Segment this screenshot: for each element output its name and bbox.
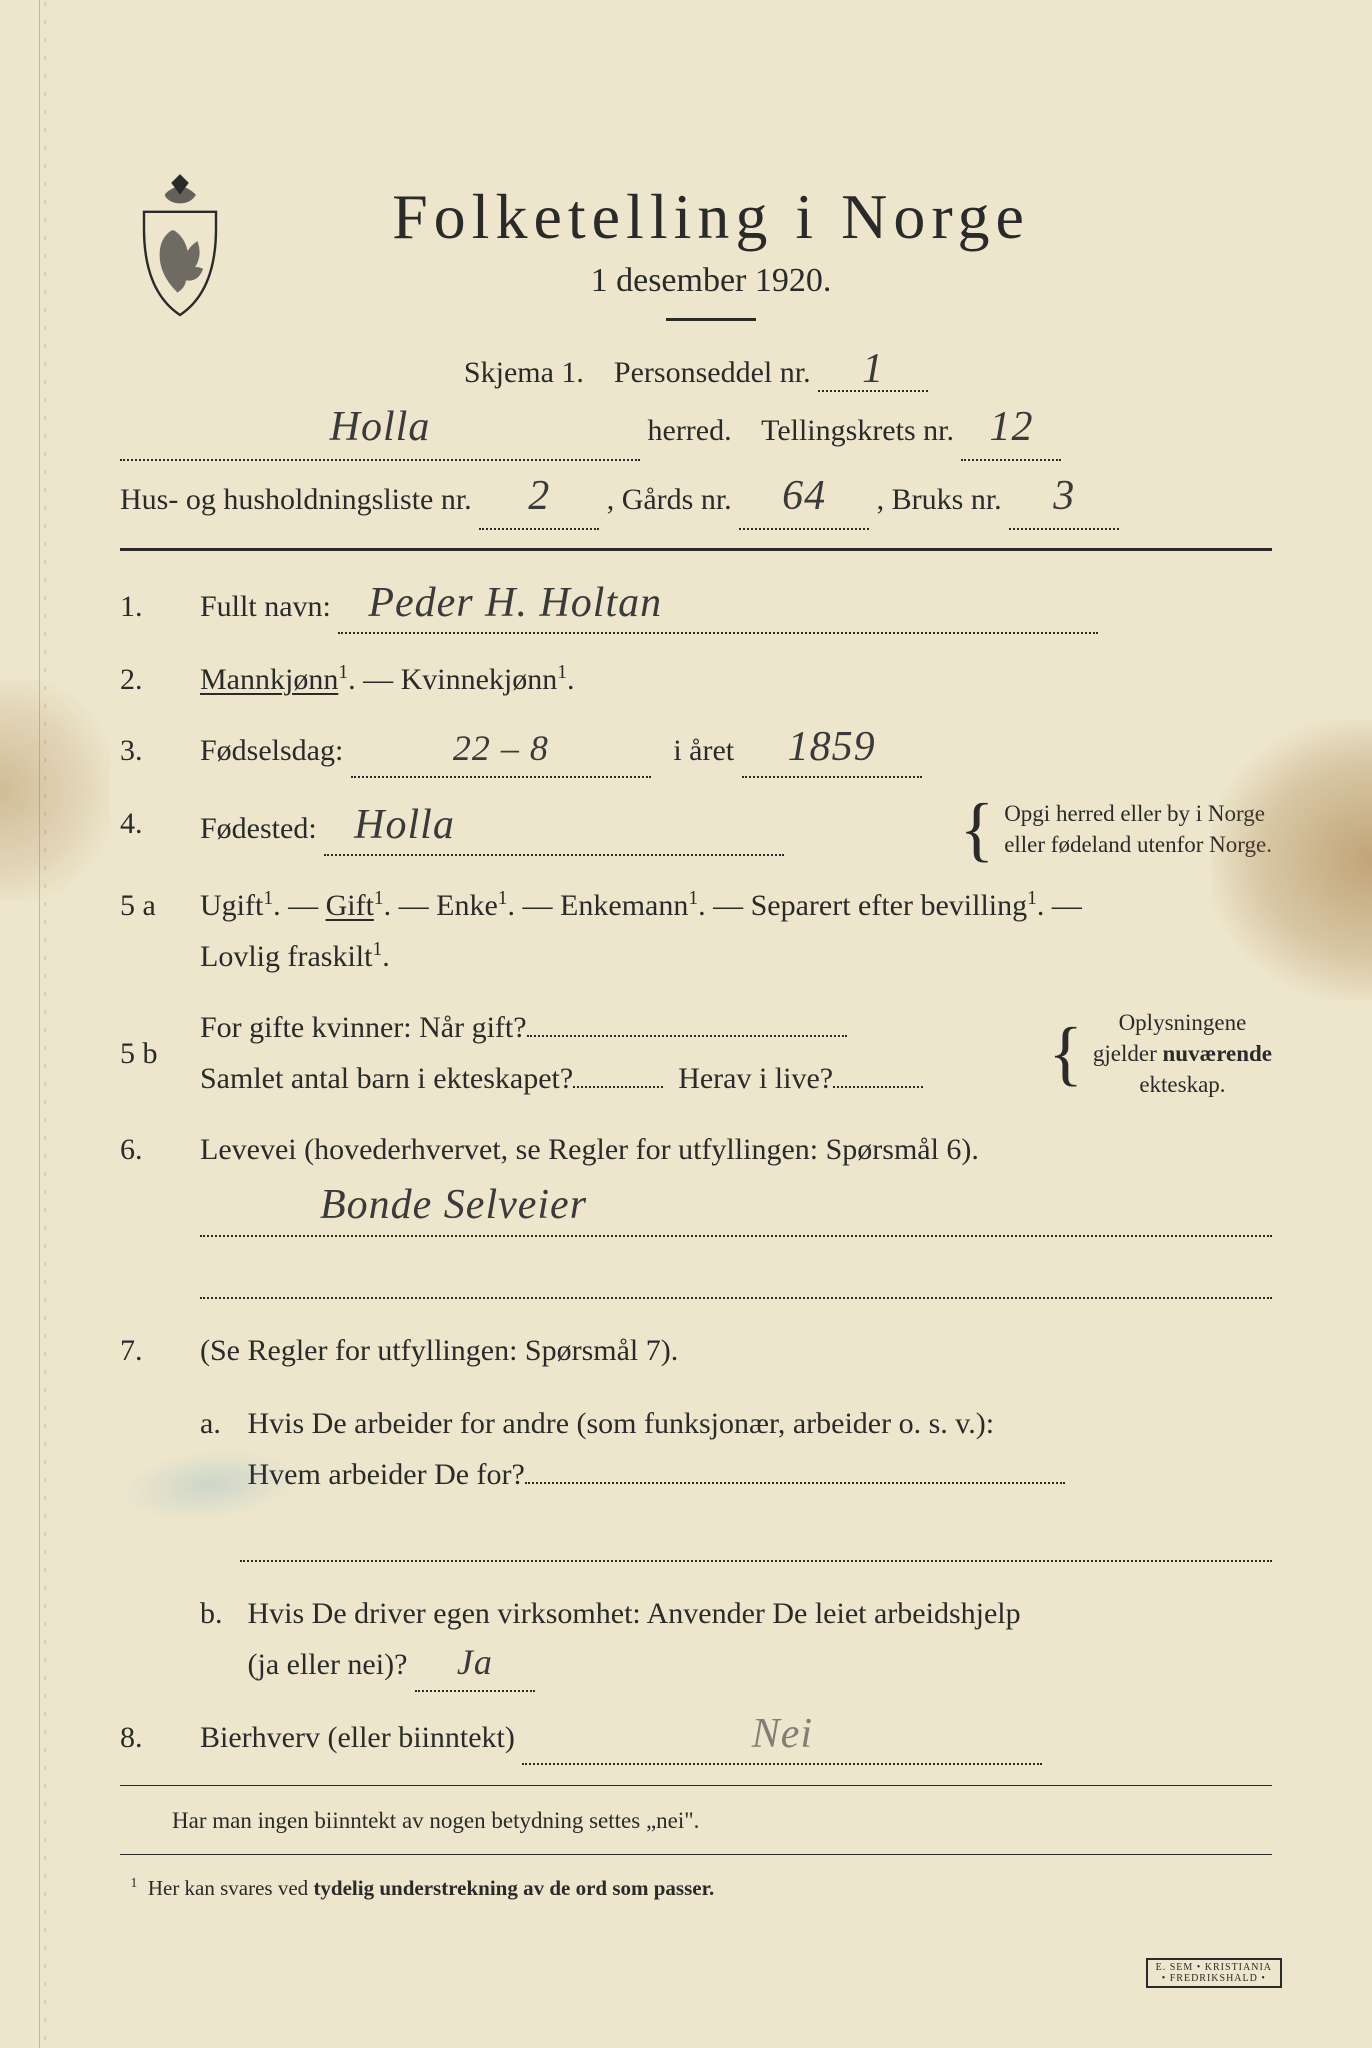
footer-note: Har man ingen biinntekt av nogen betydni… [172,1808,1272,1834]
hus-label: Hus- og husholdningsliste nr. [120,483,472,516]
footer-rule [120,1785,1272,1786]
krets-nr: 12 [989,404,1033,450]
q3-year-label: i året [673,734,734,767]
person-slip-nr: 1 [862,346,884,392]
q4-num: 4. [120,798,176,849]
herred-name: Holla [330,404,431,450]
form-id-line: Skjema 1. Personseddel nr. 1 [120,353,1272,392]
person-slip-label: Personseddel nr. [614,356,811,389]
q8-value: Nei [752,1711,813,1757]
q6-num: 6. [120,1124,176,1175]
q3-num: 3. [120,725,176,778]
q6: 6. Levevei (hovederhvervet, se Regler fo… [120,1124,1272,1175]
q6-answer-line: Bonde Selveier [200,1201,1272,1237]
q7b-letter: b. [200,1588,240,1639]
hus-nr: 2 [528,473,550,519]
q8-num: 8. [120,1712,176,1765]
footer-rule2 [120,1854,1272,1855]
bruks-nr: 3 [1053,473,1075,519]
q3-day: 22 – 8 [453,728,549,768]
gards-nr: 64 [782,473,826,519]
q5b-l2a: Samlet antal barn i ekteskapet? [200,1062,573,1095]
q4: 4. Fødested: Holla { Opgi herred eller b… [120,798,1272,860]
gards-label: , Gårds nr. [607,483,732,516]
q7a-l1: Hvis De arbeider for andre (som funksjon… [248,1407,995,1440]
q5a-ugift: Ugift [200,889,263,922]
printer-stamp: E. SEM • KRISTIANIA • FREDRIKSHALD • [1146,1958,1282,1988]
herred-line: Holla herred. Tellingskrets nr. 12 [120,402,1272,461]
q5a-num: 5 a [120,880,176,982]
q2-num: 2. [120,654,176,705]
q4-value: Holla [354,802,455,848]
blank-line [240,1526,1272,1562]
q5a-fraskilt: Lovlig fraskilt [200,940,372,973]
q6-text: Levevei (hovederhvervet, se Regler for u… [200,1133,979,1166]
q5a: 5 a Ugift1. — Gift1. — Enke1. — Enkemann… [120,880,1272,982]
q5a-gift: Gift [326,889,374,922]
blank-line [200,1263,1272,1299]
herred-label: herred. [648,414,732,447]
q5a-enkemann: Enkemann [560,889,688,922]
bruks-label: , Bruks nr. [877,483,1002,516]
form-label: Skjema 1. [464,356,584,389]
main-title: Folketelling i Norge [270,180,1152,254]
krets-label: Tellingskrets nr. [761,414,954,447]
brace-icon: { [960,811,995,847]
coat-of-arms-icon [120,170,240,340]
paper-stain-right [1212,720,1372,1000]
q2: 2. Mannkjønn1. — Kvinnekjønn1. [120,654,1272,705]
q5a-enke: Enke [436,889,498,922]
q7-intro: (Se Regler for utfyllingen: Spørsmål 7). [200,1334,678,1367]
q3-year: 1859 [788,724,876,770]
date-line: 1 desember 1920. [270,262,1152,300]
q8-label: Bierhverv (eller biinntekt) [200,1721,515,1754]
header-rule [120,548,1272,551]
census-form-page: Folketelling i Norge 1 desember 1920. Sk… [0,0,1372,2048]
hus-line: Hus- og husholdningsliste nr. 2 , Gårds … [120,471,1272,530]
q3: 3. Fødselsdag: 22 – 8 i året 1859 [120,725,1272,778]
q5b-num: 5 b [120,1028,176,1079]
q5a-separert: Separert efter bevilling [751,889,1028,922]
paper-stain-left [0,680,110,900]
q4-label: Fødested: [200,812,317,845]
q5b-l2b: Herav i live? [678,1062,833,1095]
q5b-note: Oplysningene gjelder nuværende ekteskap. [1093,1007,1272,1100]
q6-value: Bonde Selveier [320,1189,587,1223]
q7a-letter: a. [200,1398,240,1449]
header: Folketelling i Norge 1 desember 1920. [120,180,1272,345]
q2-female: Kvinnekjønn [401,663,558,696]
q8: 8. Bierhverv (eller biinntekt) Nei [120,1712,1272,1765]
q7b-l2: (ja eller nei)? [248,1648,408,1681]
q2-male: Mannkjønn [200,663,338,696]
q7b-value: Ja [457,1642,493,1682]
q1-num: 1. [120,581,176,634]
q5b: 5 b For gifte kvinner: Når gift? Samlet … [120,1002,1272,1104]
q1-label: Fullt navn: [200,590,331,623]
title-rule [666,318,756,321]
q5b-l1: For gifte kvinner: Når gift? [200,1011,527,1044]
q7b-l1: Hvis De driver egen virksomhet: Anvender… [248,1597,1021,1630]
q1: 1. Fullt navn: Peder H. Holtan [120,581,1272,634]
brace-icon: { [1048,1035,1083,1071]
title-block: Folketelling i Norge 1 desember 1920. [270,180,1272,345]
footnote: 1 Her kan svares ved tydelig understrekn… [120,1875,1272,1901]
q3-label: Fødselsdag: [200,734,343,767]
q1-value: Peder H. Holtan [368,580,662,626]
